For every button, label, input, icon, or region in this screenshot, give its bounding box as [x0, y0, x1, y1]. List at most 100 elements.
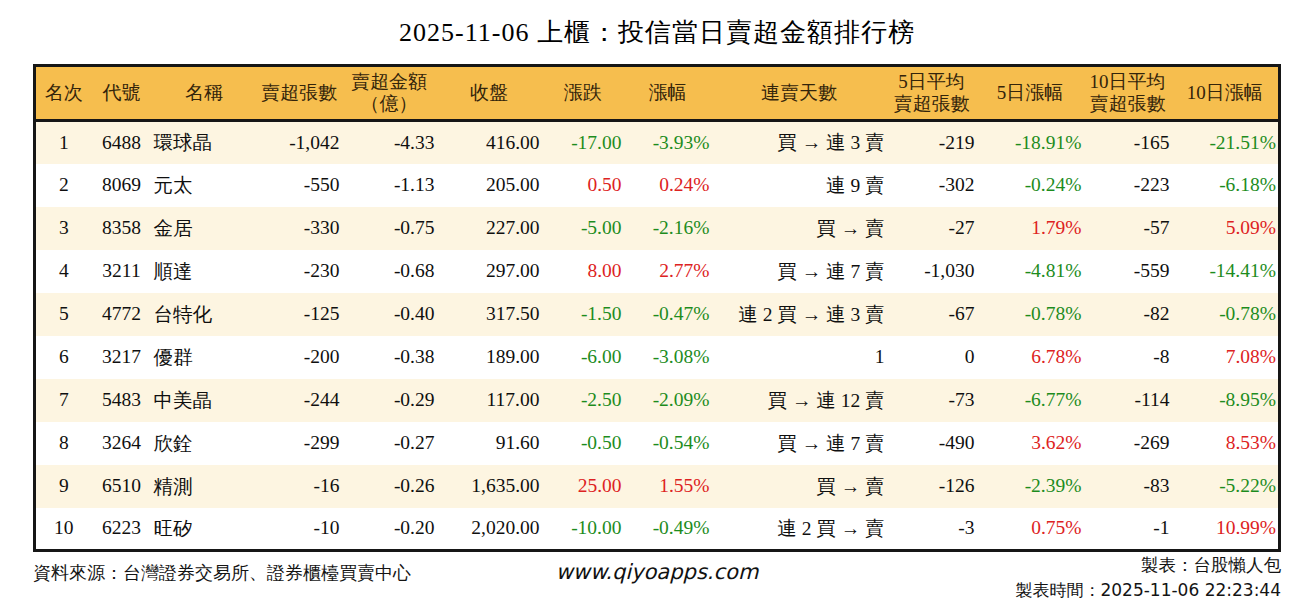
- cell-avg5-volume: -302: [887, 164, 977, 207]
- cell-rank: 4: [35, 250, 92, 293]
- cell-name: 優群: [152, 336, 257, 379]
- cell-sell-volume: -1,042: [257, 121, 342, 164]
- header-code: 代號: [92, 66, 152, 121]
- cell-avg10-volume: -1: [1084, 508, 1172, 551]
- page-title: 2025-11-06 上櫃：投信當日賣超金額排行榜: [0, 0, 1314, 64]
- cell-change-pct: -0.49%: [624, 508, 712, 551]
- cell-name: 金居: [152, 207, 257, 250]
- header-rank: 名次: [35, 66, 92, 121]
- header-change: 漲跌: [542, 66, 624, 121]
- cell-pct5: -0.78%: [977, 293, 1084, 336]
- cell-pct10: 5.09%: [1172, 207, 1280, 250]
- cell-avg10-volume: -57: [1084, 207, 1172, 250]
- cell-name: 順達: [152, 250, 257, 293]
- cell-sell-streak: 連 2 買 → 連 3 賣: [712, 293, 887, 336]
- header-change-pct: 漲幅: [624, 66, 712, 121]
- cell-code: 6488: [92, 121, 152, 164]
- cell-rank: 2: [35, 164, 92, 207]
- header-pct5: 5日漲幅: [977, 66, 1084, 121]
- cell-pct10: 7.08%: [1172, 336, 1280, 379]
- header-sell-amount: 賣超金額 （億）: [342, 66, 437, 121]
- cell-change: -6.00: [542, 336, 624, 379]
- cell-name: 元太: [152, 164, 257, 207]
- cell-rank: 5: [35, 293, 92, 336]
- cell-code: 6510: [92, 465, 152, 508]
- cell-avg5-volume: 0: [887, 336, 977, 379]
- cell-sell-volume: -550: [257, 164, 342, 207]
- cell-sell-volume: -16: [257, 465, 342, 508]
- cell-sell-volume: -330: [257, 207, 342, 250]
- header-row: 名次代號名稱賣超張數賣超金額 （億）收盤漲跌漲幅連賣天數5日平均 賣超張數5日漲…: [35, 66, 1280, 121]
- cell-change: 25.00: [542, 465, 624, 508]
- cell-sell-streak: 買 → 連 12 賣: [712, 379, 887, 422]
- cell-name: 精測: [152, 465, 257, 508]
- cell-change-pct: -3.93%: [624, 121, 712, 164]
- cell-close: 189.00: [437, 336, 542, 379]
- cell-pct5: 1.79%: [977, 207, 1084, 250]
- cell-change-pct: 0.24%: [624, 164, 712, 207]
- made-by-block: 製表：台股懶人包 製表時間：2025-11-06 22:23:44: [1015, 553, 1281, 602]
- table-row: 75483中美晶-244-0.29117.00-2.50-2.09%買 → 連 …: [35, 379, 1280, 422]
- cell-close: 1,635.00: [437, 465, 542, 508]
- cell-change-pct: 1.55%: [624, 465, 712, 508]
- cell-change: 8.00: [542, 250, 624, 293]
- table-row: 96510精測-16-0.261,635.0025.001.55%買 → 賣-1…: [35, 465, 1280, 508]
- cell-rank: 9: [35, 465, 92, 508]
- cell-change-pct: 2.77%: [624, 250, 712, 293]
- cell-pct5: -6.77%: [977, 379, 1084, 422]
- maker-label: 製表：台股懶人包: [1015, 553, 1281, 578]
- website-url: www.qiyoapps.com: [556, 560, 759, 584]
- cell-sell-streak: 連 2 買 → 賣: [712, 508, 887, 551]
- cell-change-pct: -3.08%: [624, 336, 712, 379]
- cell-code: 8358: [92, 207, 152, 250]
- data-source-note: 資料來源：台灣證券交易所、證券櫃檯買賣中心: [33, 561, 411, 585]
- cell-avg10-volume: -82: [1084, 293, 1172, 336]
- cell-change: -2.50: [542, 379, 624, 422]
- cell-close: 2,020.00: [437, 508, 542, 551]
- header-avg10-volume: 10日平均 賣超張數: [1084, 66, 1172, 121]
- cell-pct5: 0.75%: [977, 508, 1084, 551]
- cell-change: 0.50: [542, 164, 624, 207]
- cell-code: 8069: [92, 164, 152, 207]
- cell-close: 227.00: [437, 207, 542, 250]
- cell-code: 5483: [92, 379, 152, 422]
- cell-pct5: -18.91%: [977, 121, 1084, 164]
- cell-change: -1.50: [542, 293, 624, 336]
- cell-avg10-volume: -559: [1084, 250, 1172, 293]
- cell-name: 欣銓: [152, 422, 257, 465]
- cell-pct5: 3.62%: [977, 422, 1084, 465]
- cell-pct10: -21.51%: [1172, 121, 1280, 164]
- header-name: 名稱: [152, 66, 257, 121]
- cell-sell-volume: -244: [257, 379, 342, 422]
- cell-avg10-volume: -223: [1084, 164, 1172, 207]
- cell-change: -5.00: [542, 207, 624, 250]
- cell-sell-volume: -200: [257, 336, 342, 379]
- cell-rank: 6: [35, 336, 92, 379]
- cell-avg5-volume: -3: [887, 508, 977, 551]
- cell-sell-amount: -0.26: [342, 465, 437, 508]
- ranking-table: 名次代號名稱賣超張數賣超金額 （億）收盤漲跌漲幅連賣天數5日平均 賣超張數5日漲…: [33, 64, 1281, 552]
- cell-name: 旺矽: [152, 508, 257, 551]
- header-pct10: 10日漲幅: [1172, 66, 1280, 121]
- cell-change: -17.00: [542, 121, 624, 164]
- cell-rank: 7: [35, 379, 92, 422]
- cell-close: 297.00: [437, 250, 542, 293]
- cell-rank: 10: [35, 508, 92, 551]
- cell-sell-streak: 買 → 連 7 賣: [712, 250, 887, 293]
- cell-pct10: 10.99%: [1172, 508, 1280, 551]
- table-row: 38358金居-330-0.75227.00-5.00-2.16%買 → 賣-2…: [35, 207, 1280, 250]
- cell-avg5-volume: -490: [887, 422, 977, 465]
- cell-close: 205.00: [437, 164, 542, 207]
- header-close: 收盤: [437, 66, 542, 121]
- cell-sell-amount: -4.33: [342, 121, 437, 164]
- cell-avg10-volume: -83: [1084, 465, 1172, 508]
- cell-sell-streak: 買 → 連 3 賣: [712, 121, 887, 164]
- cell-sell-amount: -1.13: [342, 164, 437, 207]
- cell-avg5-volume: -1,030: [887, 250, 977, 293]
- cell-pct10: -6.18%: [1172, 164, 1280, 207]
- cell-change-pct: -2.16%: [624, 207, 712, 250]
- cell-name: 環球晶: [152, 121, 257, 164]
- table-body: 16488環球晶-1,042-4.33416.00-17.00-3.93%買 →…: [35, 121, 1280, 551]
- cell-change: -0.50: [542, 422, 624, 465]
- cell-sell-volume: -10: [257, 508, 342, 551]
